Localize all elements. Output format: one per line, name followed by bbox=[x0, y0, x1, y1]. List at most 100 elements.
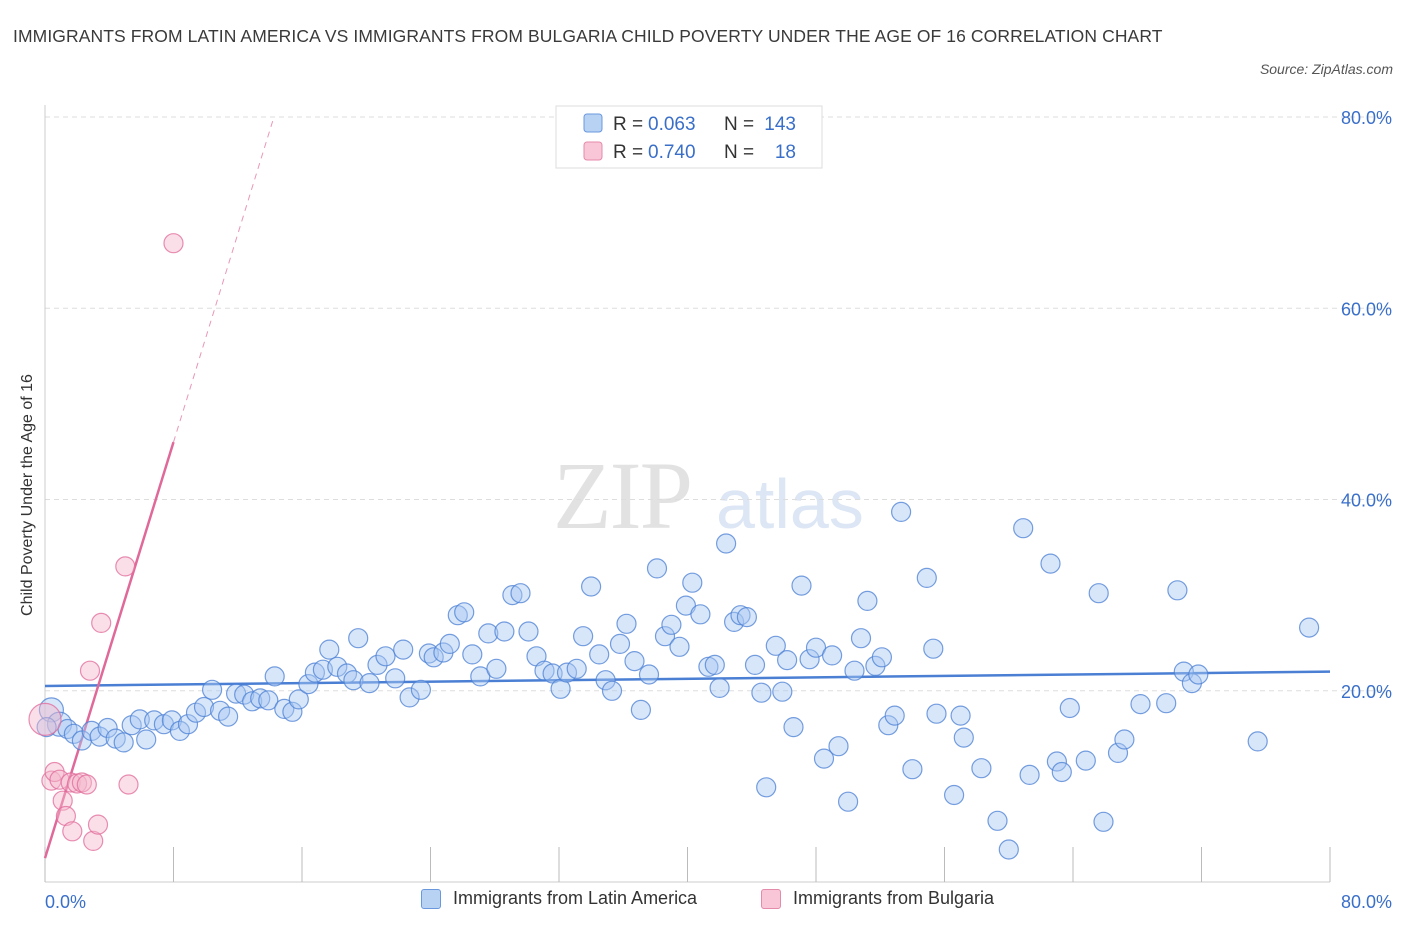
legend-r-value-1: 0.063 bbox=[648, 114, 696, 135]
point-latin-america bbox=[319, 639, 340, 660]
point-latin-america bbox=[1019, 764, 1040, 786]
watermark-zip: ZIP bbox=[553, 442, 691, 549]
point-latin-america bbox=[756, 777, 777, 798]
point-latin-america bbox=[669, 636, 690, 657]
y-tick-label: 20.0% bbox=[1341, 682, 1392, 702]
point-latin-america bbox=[304, 662, 325, 683]
point-latin-america bbox=[772, 681, 793, 702]
point-latin-america bbox=[399, 687, 420, 708]
point-latin-america bbox=[1059, 697, 1080, 719]
point-latin-america bbox=[902, 759, 923, 780]
point-bulgaria bbox=[52, 790, 73, 811]
point-latin-america bbox=[715, 533, 737, 554]
point-bulgaria bbox=[118, 774, 139, 795]
point-bulgaria bbox=[115, 556, 136, 577]
point-latin-america bbox=[1167, 580, 1188, 601]
legend-item-bulgaria: Immigrants from Bulgaria bbox=[761, 888, 994, 909]
watermark: ZIP atlas bbox=[553, 442, 864, 549]
point-latin-america bbox=[89, 726, 110, 747]
point-latin-america bbox=[478, 623, 499, 644]
point-latin-america bbox=[654, 626, 676, 647]
point-bulgaria bbox=[55, 805, 77, 827]
point-latin-america bbox=[1088, 583, 1109, 604]
point-latin-america bbox=[987, 810, 1008, 831]
point-latin-america bbox=[264, 666, 285, 687]
point-latin-america bbox=[572, 626, 594, 647]
point-latin-america bbox=[799, 649, 820, 670]
point-latin-america bbox=[274, 698, 295, 720]
point-bulgaria bbox=[83, 830, 104, 852]
point-bulgaria bbox=[62, 821, 83, 842]
point-latin-america bbox=[348, 628, 369, 649]
point-latin-america bbox=[113, 732, 134, 753]
point-latin-america bbox=[359, 672, 380, 694]
point-latin-america bbox=[410, 679, 431, 700]
point-latin-america bbox=[953, 727, 974, 748]
trend-bulgaria-extension bbox=[173, 116, 275, 443]
point-latin-america bbox=[638, 664, 660, 685]
point-latin-america bbox=[704, 654, 725, 676]
point-latin-america bbox=[282, 701, 303, 722]
point-latin-america bbox=[242, 691, 263, 712]
point-latin-america bbox=[250, 688, 271, 709]
point-latin-america bbox=[923, 638, 944, 659]
point-latin-america bbox=[943, 784, 965, 806]
legend-swatch-latin-america bbox=[583, 113, 603, 133]
point-bulgaria bbox=[28, 702, 62, 737]
point-latin-america bbox=[616, 613, 637, 634]
source-label: Source: ZipAtlas.com bbox=[1259, 61, 1393, 77]
y-tick-label: 60.0% bbox=[1341, 299, 1392, 319]
point-latin-america bbox=[1013, 518, 1034, 539]
point-latin-america bbox=[1188, 664, 1209, 685]
point-latin-america bbox=[837, 791, 859, 812]
point-latin-america bbox=[385, 668, 406, 689]
point-latin-america bbox=[161, 710, 182, 731]
point-latin-america bbox=[193, 696, 215, 718]
point-latin-america bbox=[805, 637, 827, 658]
tick-labels: 20.0% 40.0% 60.0% 80.0% 0.0% 80.0% bbox=[45, 108, 1392, 912]
point-latin-america bbox=[580, 576, 602, 597]
point-latin-america bbox=[791, 575, 812, 596]
legend-top: R = 0.063 N = 143 R = 0.740 N = 18 bbox=[555, 105, 823, 169]
point-latin-america bbox=[1040, 553, 1061, 574]
point-latin-america bbox=[258, 690, 279, 711]
point-bulgaria bbox=[60, 772, 81, 793]
point-latin-america bbox=[367, 654, 388, 676]
point-latin-america bbox=[624, 650, 645, 672]
point-latin-america bbox=[813, 748, 835, 769]
point-latin-america bbox=[926, 703, 947, 724]
legend-n-label-1: N = bbox=[724, 114, 754, 135]
point-latin-america bbox=[884, 705, 905, 726]
point-latin-america bbox=[1107, 742, 1129, 764]
point-latin-america bbox=[36, 716, 57, 738]
trend-latin-america bbox=[44, 670, 1331, 688]
watermark-atlas: atlas bbox=[716, 465, 864, 543]
point-latin-america bbox=[63, 723, 85, 744]
point-latin-america bbox=[682, 572, 703, 593]
grid-lines bbox=[45, 116, 1395, 692]
point-latin-america bbox=[486, 658, 507, 679]
point-latin-america bbox=[129, 709, 150, 730]
point-bulgaria bbox=[79, 660, 101, 681]
point-latin-america bbox=[646, 558, 668, 579]
point-latin-america bbox=[589, 644, 610, 665]
legend-swatch-bulgaria-bottom bbox=[761, 888, 781, 909]
point-latin-america bbox=[234, 684, 255, 705]
point-latin-america bbox=[226, 683, 247, 704]
point-latin-america bbox=[736, 606, 758, 628]
legend-label-bulgaria: Immigrants from Bulgaria bbox=[793, 888, 995, 908]
point-latin-america bbox=[850, 628, 872, 649]
point-latin-america bbox=[494, 621, 515, 642]
chart-title: IMMIGRANTS FROM LATIN AMERICA VS IMMIGRA… bbox=[13, 26, 1163, 46]
legend-swatch-bulgaria bbox=[583, 141, 603, 161]
point-latin-america bbox=[510, 583, 531, 604]
point-latin-america bbox=[783, 716, 804, 738]
point-latin-america bbox=[1247, 731, 1268, 752]
legend-n-label-2: N = bbox=[724, 142, 754, 163]
point-latin-america bbox=[844, 660, 865, 681]
point-latin-america bbox=[288, 689, 309, 710]
point-latin-america bbox=[744, 654, 766, 676]
point-latin-america bbox=[298, 673, 319, 695]
legend-r-label-1: R = bbox=[613, 114, 643, 135]
